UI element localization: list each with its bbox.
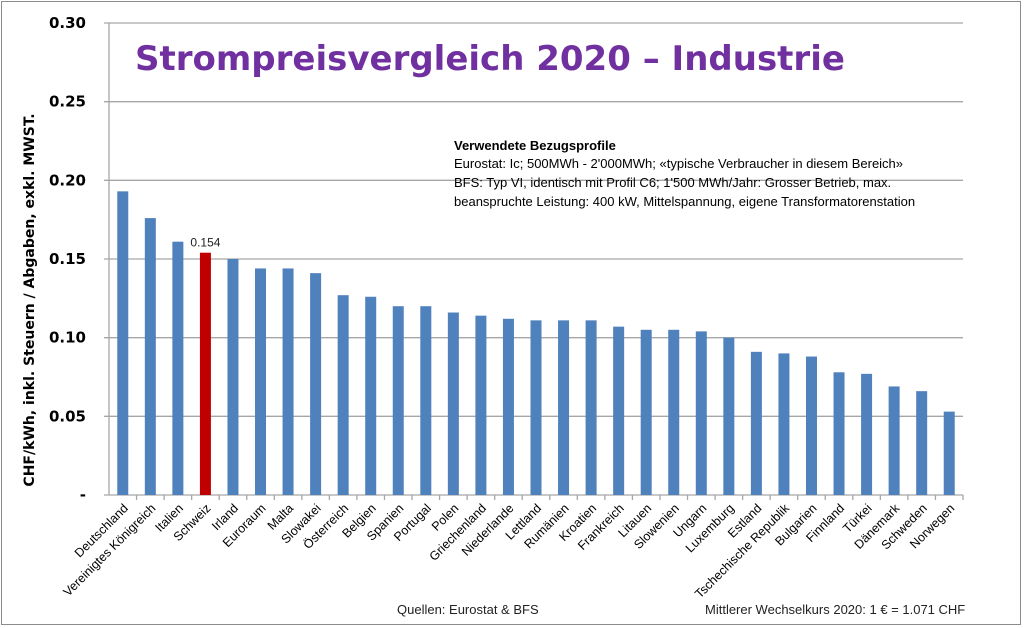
exchange-rate-footnote: Mittlerer Wechselkurs 2020: 1 € = 1.071 … <box>705 602 965 617</box>
bar-lettland <box>530 320 542 495</box>
bar-österreich <box>337 295 349 495</box>
bar-bulgarien <box>805 356 817 495</box>
bar-euroraum <box>255 268 267 495</box>
bar-spanien <box>392 306 404 495</box>
bar-dänemark <box>888 386 900 495</box>
bar-luxemburg <box>723 337 735 495</box>
bar-finnland <box>833 372 845 495</box>
bar-belgien <box>365 296 377 495</box>
bar-schweiz <box>199 252 211 495</box>
annotation-line-1: Eurostat: Ic; 500MWh - 2'000MWh; «typisc… <box>454 156 903 171</box>
bar-italien <box>172 241 184 495</box>
bar-tschechische-republik <box>778 353 790 495</box>
bar-frankreich <box>613 326 625 495</box>
y-tick-label: 0.20 <box>49 171 86 189</box>
y-tick-label: 0.05 <box>49 407 86 425</box>
data-label-schweiz: 0.154 <box>190 236 220 250</box>
annotation-line-2: BFS: Typ VI, identisch mit Profil C6; 1'… <box>454 175 891 190</box>
bar-polen <box>447 312 459 495</box>
bar-litauen <box>640 329 652 495</box>
annotation-box: Verwendete Bezugsprofile Eurostat: Ic; 5… <box>454 138 915 209</box>
bar-kroatien <box>585 320 597 495</box>
bar-norwegen <box>943 411 955 495</box>
bar-türkei <box>861 373 873 495</box>
y-tick-label: 0.10 <box>49 329 86 347</box>
bar-malta <box>282 268 294 495</box>
bar-vereinigtes-königreich <box>144 218 156 496</box>
bar-irland <box>227 259 239 495</box>
bar-niederlande <box>502 318 514 495</box>
annotation-line-3: beanspruchte Leistung: 400 kW, Mittelspa… <box>454 194 915 209</box>
sources-footnote: Quellen: Eurostat & BFS <box>397 602 539 617</box>
y-tick-label: 0.15 <box>49 250 86 268</box>
bar-slowenien <box>668 329 680 495</box>
annotation-heading: Verwendete Bezugsprofile <box>454 138 616 153</box>
bar-estland <box>750 351 762 495</box>
bar-ungarn <box>695 331 707 495</box>
y-tick-label: - <box>80 486 86 504</box>
bar-deutschland <box>117 191 129 495</box>
chart-title: Strompreisvergleich 2020 – Industrie <box>135 39 845 79</box>
y-tick-label: 0.30 <box>49 14 86 32</box>
bar-schweden <box>916 391 928 495</box>
y-axis-label: CHF/kWh, inkl. Steuern / Abgaben, exkl. … <box>22 113 38 486</box>
bar-slowakei <box>310 273 322 495</box>
bar-rumänien <box>558 320 570 495</box>
bar-portugal <box>420 306 432 495</box>
y-tick-label: 0.25 <box>49 93 86 111</box>
bar-griechenland <box>475 315 487 495</box>
